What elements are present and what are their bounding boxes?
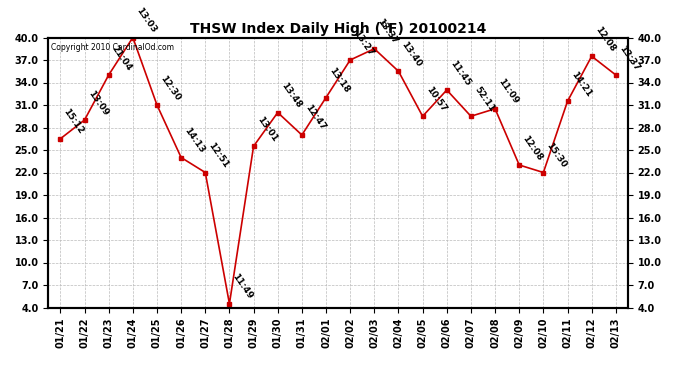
Text: 12:47: 12:47 bbox=[304, 104, 327, 132]
Text: 11:09: 11:09 bbox=[497, 77, 520, 106]
Text: 12:51: 12:51 bbox=[207, 141, 230, 170]
Text: 13:37: 13:37 bbox=[618, 44, 641, 72]
Text: 14:13: 14:13 bbox=[183, 126, 206, 155]
Text: 14:21: 14:21 bbox=[569, 70, 593, 99]
Text: 13:01: 13:01 bbox=[255, 115, 279, 144]
Text: 15:12: 15:12 bbox=[62, 107, 86, 136]
Text: 21:04: 21:04 bbox=[110, 44, 134, 72]
Text: 13:27: 13:27 bbox=[352, 28, 375, 57]
Text: Copyright 2010 CardinalOd.com: Copyright 2010 CardinalOd.com bbox=[51, 43, 174, 52]
Text: 13:40: 13:40 bbox=[400, 40, 424, 69]
Text: 52:11: 52:11 bbox=[473, 85, 496, 114]
Text: 10:57: 10:57 bbox=[424, 85, 448, 114]
Text: 13:18: 13:18 bbox=[328, 66, 351, 95]
Text: 13:09: 13:09 bbox=[86, 88, 110, 117]
Text: 15:30: 15:30 bbox=[545, 141, 569, 170]
Text: 11:45: 11:45 bbox=[448, 58, 472, 87]
Text: 12:08: 12:08 bbox=[593, 25, 617, 54]
Text: 12:30: 12:30 bbox=[159, 74, 182, 102]
Text: 13:37: 13:37 bbox=[376, 17, 400, 46]
Text: 13:48: 13:48 bbox=[279, 81, 303, 110]
Text: 11:49: 11:49 bbox=[231, 272, 255, 301]
Text: 12:08: 12:08 bbox=[521, 134, 544, 162]
Title: THSW Index Daily High (°F) 20100214: THSW Index Daily High (°F) 20100214 bbox=[190, 22, 486, 36]
Text: 13:03: 13:03 bbox=[135, 6, 158, 35]
